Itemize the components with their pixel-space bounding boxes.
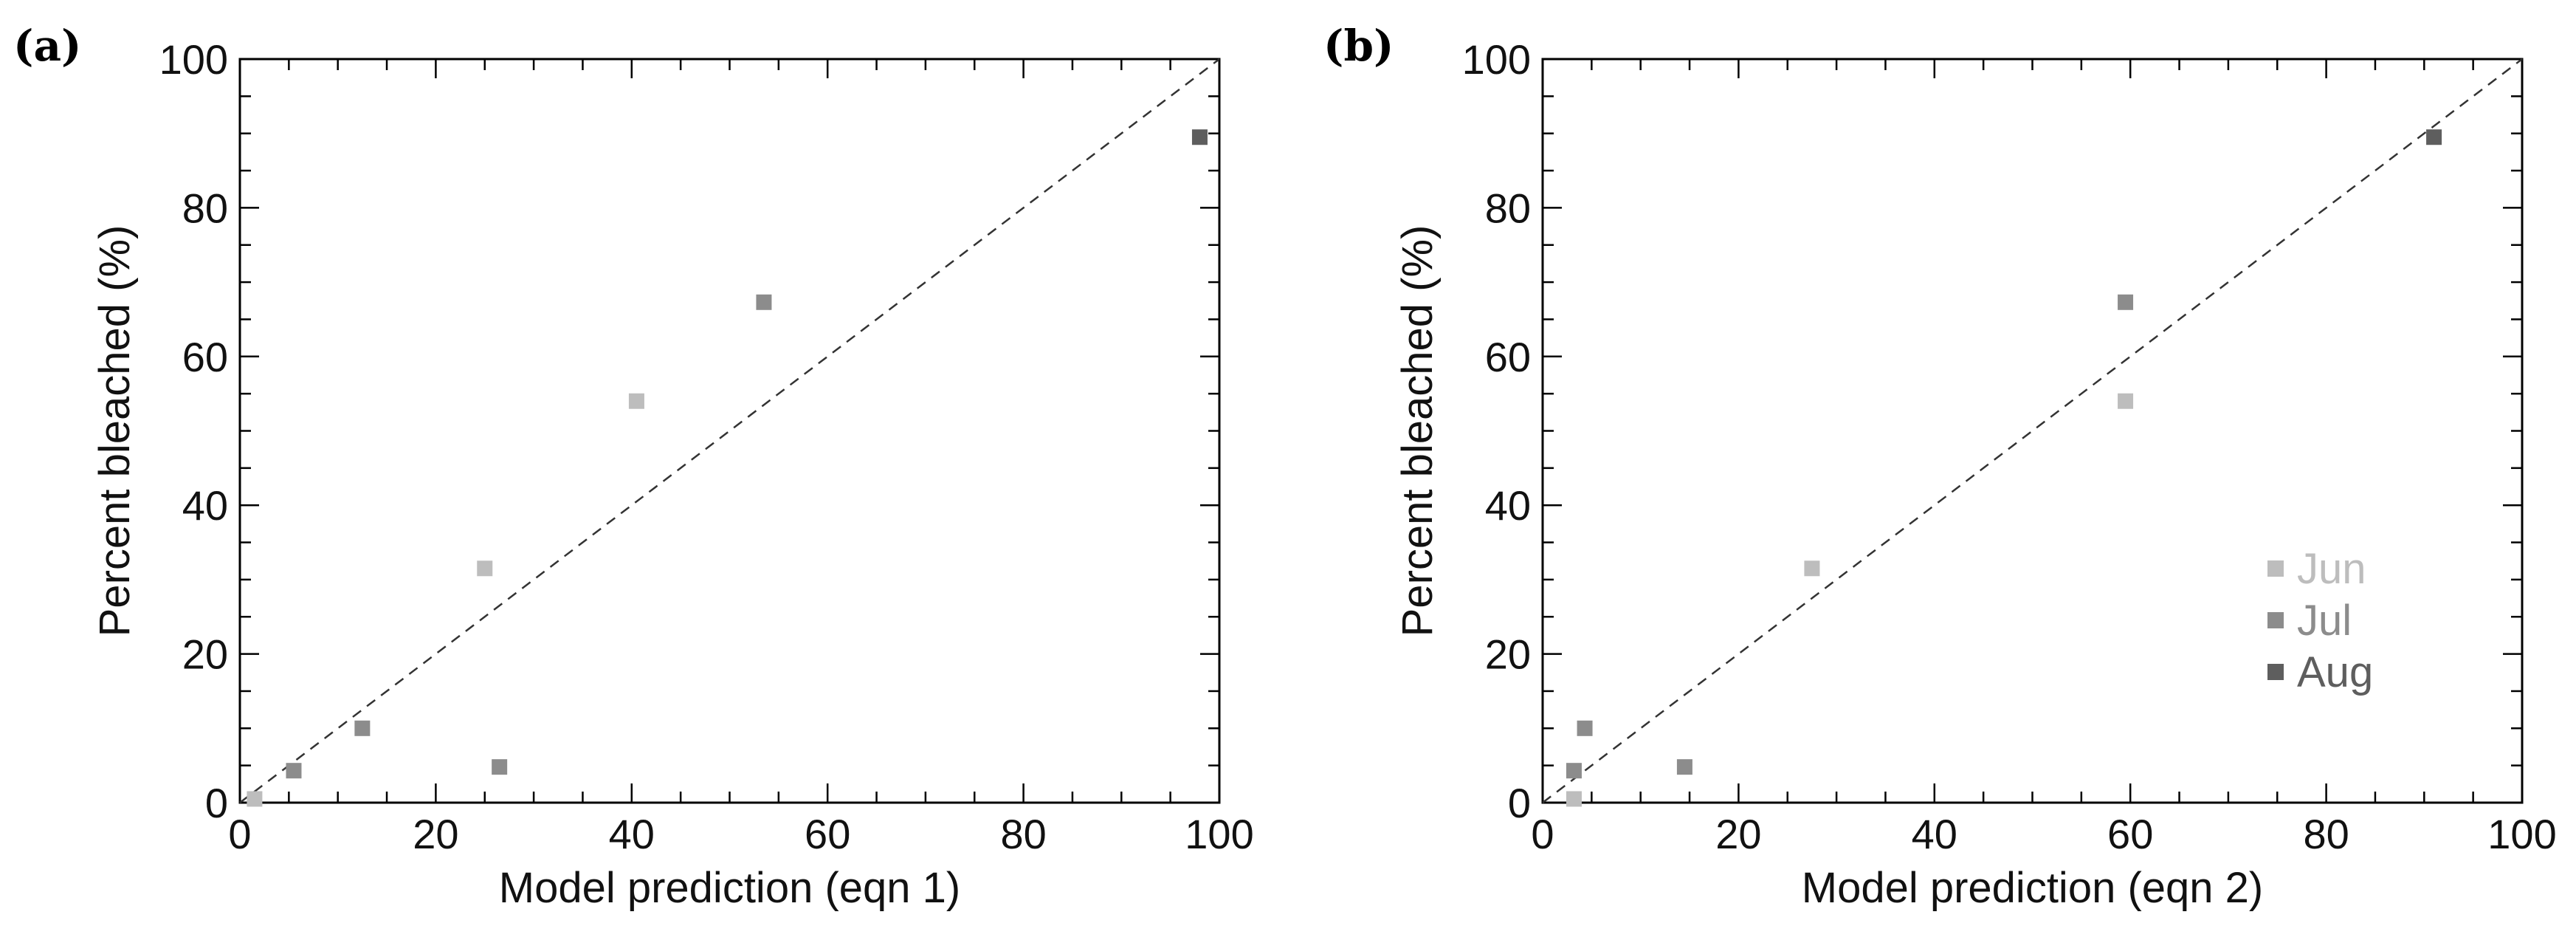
data-point-jul bbox=[1676, 759, 1692, 775]
x-tick-label: 60 bbox=[805, 811, 850, 857]
data-point-jun bbox=[247, 791, 263, 807]
x-tick-label: 40 bbox=[609, 811, 655, 857]
y-tick-label: 0 bbox=[205, 780, 228, 826]
y-tick-label: 80 bbox=[1485, 185, 1531, 231]
y-tick-label: 20 bbox=[1485, 631, 1531, 678]
data-point-jun bbox=[628, 393, 644, 409]
panel-label: (b) bbox=[1323, 21, 1394, 71]
legend-label-jun: Jun bbox=[2297, 545, 2366, 593]
y-tick-label: 60 bbox=[1485, 334, 1531, 380]
data-point-jun bbox=[1566, 791, 1582, 807]
x-axis-label: Model prediction (eqn 2) bbox=[1802, 864, 2263, 912]
data-point-jul bbox=[2118, 294, 2134, 310]
x-axis-label: Model prediction (eqn 1) bbox=[499, 864, 960, 912]
data-point-jul bbox=[756, 294, 772, 310]
y-tick-label: 60 bbox=[182, 334, 228, 380]
x-tick-label: 100 bbox=[2487, 811, 2556, 857]
data-point-jul bbox=[354, 720, 371, 736]
y-tick-label: 40 bbox=[182, 482, 228, 529]
x-tick-label: 100 bbox=[1185, 811, 1253, 857]
y-tick-label: 100 bbox=[1462, 36, 1531, 83]
data-point-jun bbox=[477, 560, 493, 577]
one-to-one-line bbox=[239, 58, 1220, 803]
x-tick-label: 80 bbox=[1000, 811, 1046, 857]
data-point-jun bbox=[2118, 393, 2134, 409]
x-tick-label: 20 bbox=[1715, 811, 1761, 857]
data-point-jul bbox=[1577, 720, 1593, 736]
x-tick-label: 0 bbox=[228, 811, 251, 857]
data-point-aug bbox=[2426, 129, 2442, 145]
data-point-jun bbox=[1804, 560, 1820, 577]
x-tick-label: 20 bbox=[413, 811, 458, 857]
x-tick-label: 60 bbox=[2107, 811, 2153, 857]
chart-panel-a: (a) 0 20 40 60 80 100 0 20 40 60 80 100 Model predic… bbox=[13, 21, 1254, 912]
panel-label: (a) bbox=[13, 21, 82, 71]
data-point-jul bbox=[1566, 763, 1582, 779]
x-tick-label: 80 bbox=[2303, 811, 2349, 857]
legend-marker-aug bbox=[2267, 664, 2284, 680]
legend-marker-jun bbox=[2267, 560, 2284, 577]
y-tick-label: 40 bbox=[1485, 482, 1531, 529]
y-tick-label: 20 bbox=[182, 631, 228, 678]
x-tick-label: 40 bbox=[1912, 811, 1957, 857]
data-point-jul bbox=[286, 763, 302, 779]
y-tick-label: 100 bbox=[159, 36, 228, 83]
chart-a: 0 20 40 60 80 100 0 20 40 60 80 100 Model prediction… bbox=[91, 36, 1254, 912]
legend-label-jul: Jul bbox=[2297, 597, 2352, 645]
chart-b: 0 20 40 60 80 100 0 20 40 60 80 100 Model prediction… bbox=[1394, 36, 2557, 912]
chart-panel-b: (b) 0 20 40 60 80 100 0 20 40 60 80 100 Model predic… bbox=[1288, 0, 2576, 940]
one-to-one-line bbox=[1542, 58, 2523, 803]
y-tick-label: 80 bbox=[182, 185, 228, 231]
x-tick-label: 0 bbox=[1531, 811, 1554, 857]
legend-marker-jul bbox=[2267, 612, 2284, 628]
data-point-aug bbox=[1191, 129, 1208, 145]
legend-label-aug: Aug bbox=[2297, 648, 2373, 696]
data-point-jul bbox=[492, 759, 508, 775]
y-tick-label: 0 bbox=[1508, 780, 1531, 826]
y-axis-label: Percent bleached (%) bbox=[1394, 225, 1442, 637]
y-axis-label: Percent bleached (%) bbox=[91, 225, 139, 637]
